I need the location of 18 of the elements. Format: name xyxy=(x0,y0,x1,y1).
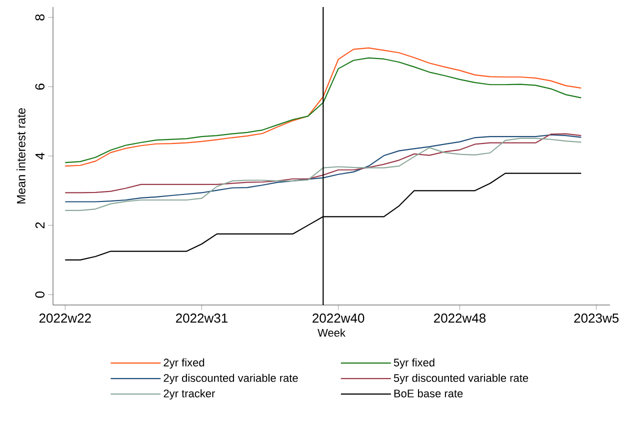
x-axis-title: Week xyxy=(318,328,346,337)
legend-label: 2yr tracker xyxy=(164,389,215,400)
legend-label: 2yr discounted variable rate xyxy=(164,374,298,384)
legend-label: 5yr fixed xyxy=(394,358,434,369)
x-tick-label: 2022w40 xyxy=(312,314,364,323)
y-tick-label: 6 xyxy=(35,84,44,90)
legend-label: BoE base rate xyxy=(394,389,463,398)
y-tick-label: 0 xyxy=(35,291,44,298)
x-tick-label: 2022w22 xyxy=(39,314,91,323)
legend-label: 2yr fixed xyxy=(164,358,204,369)
x-tick-label: 2022w31 xyxy=(176,314,228,323)
y-tick-label: 8 xyxy=(35,14,44,20)
x-tick-label: 2022w48 xyxy=(434,314,486,323)
legend-label: 5yr discounted variable rate xyxy=(394,374,528,384)
y-tick-label: 2 xyxy=(35,222,44,228)
y-axis-title: Mean interest rate xyxy=(16,108,26,204)
y-tick-label: 4 xyxy=(36,152,44,160)
x-tick-label: 2023w5 xyxy=(574,314,619,323)
